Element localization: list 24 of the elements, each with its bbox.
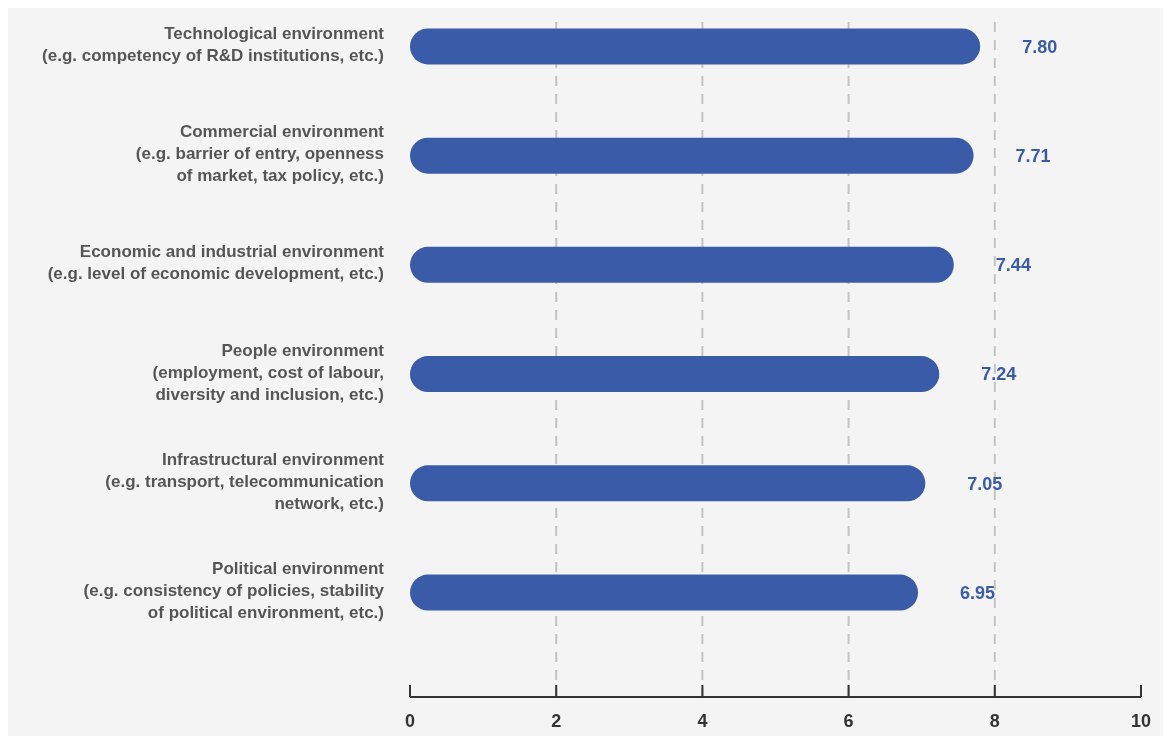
bar — [410, 465, 926, 502]
y-tick-label: People environment (employment, cost of labour, diversity and inclusion, etc.) — [152, 341, 385, 405]
x-tick-label: 10 — [1130, 711, 1152, 731]
bar — [410, 28, 981, 65]
data-label: 7.44 — [995, 255, 1031, 276]
data-label: 7.80 — [1022, 36, 1058, 57]
x-tick-label: 6 — [843, 711, 854, 731]
x-tick-label: 8 — [989, 711, 1000, 731]
y-tick-label: Economic and industrial environment (e.g. level of economic development, etc.) — [47, 242, 385, 284]
y-tick-label: Infrastructural environment (e.g. transport, telecommunication network, etc.) — [105, 450, 385, 514]
y-tick-label: Technological environment (e.g. competency of R&D institutions, etc.) — [42, 24, 385, 66]
data-label: 7.05 — [967, 473, 1003, 494]
bar — [410, 246, 954, 283]
data-label: 7.71 — [1015, 146, 1051, 167]
bar — [410, 574, 919, 611]
y-tick-label: Commercial environment (e.g. barrier of entry, openness of market, tax policy, etc.) — [135, 122, 385, 186]
bar — [410, 137, 974, 174]
data-label: 7.24 — [981, 364, 1017, 385]
y-tick-label: Political environment (e.g. consistency of policies, stability of political environment, etc.) — [83, 559, 385, 623]
x-tick-label: 4 — [697, 711, 708, 731]
x-tick-label: 2 — [551, 711, 562, 731]
bar — [410, 356, 940, 393]
data-label: 6.95 — [960, 582, 996, 603]
x-tick-label: 0 — [404, 711, 416, 731]
